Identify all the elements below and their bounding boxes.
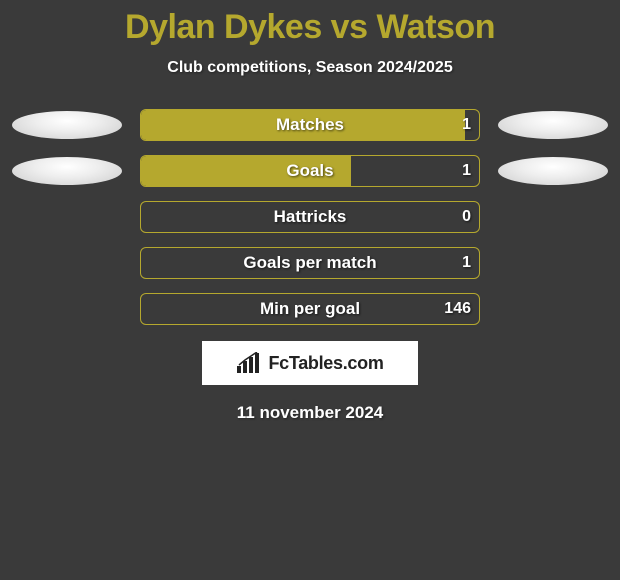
stat-row: Goals per match1 xyxy=(0,247,620,279)
stat-bar: Matches1 xyxy=(140,109,480,141)
stat-label: Matches xyxy=(141,110,479,140)
stats-container: Matches1Goals1Hattricks0Goals per match1… xyxy=(0,109,620,325)
spacer xyxy=(498,203,608,231)
stat-row: Min per goal146 xyxy=(0,293,620,325)
brand-text: FcTables.com xyxy=(268,353,383,374)
stat-label: Goals per match xyxy=(141,248,479,278)
stat-bar: Goals per match1 xyxy=(140,247,480,279)
stat-row: Matches1 xyxy=(0,109,620,141)
spacer xyxy=(498,249,608,277)
spacer xyxy=(12,295,122,323)
spacer xyxy=(498,295,608,323)
spacer xyxy=(12,203,122,231)
stat-right-value: 146 xyxy=(444,294,471,324)
stat-right-value: 1 xyxy=(462,110,471,140)
stat-label: Hattricks xyxy=(141,202,479,232)
stat-row: Hattricks0 xyxy=(0,201,620,233)
stat-bar: Hattricks0 xyxy=(140,201,480,233)
stat-right-value: 0 xyxy=(462,202,471,232)
stat-label: Min per goal xyxy=(141,294,479,324)
player-left-marker xyxy=(12,111,122,139)
stat-right-value: 1 xyxy=(462,248,471,278)
snapshot-date: 11 november 2024 xyxy=(0,403,620,423)
comparison-title: Dylan Dykes vs Watson xyxy=(0,0,620,47)
stat-bar: Min per goal146 xyxy=(140,293,480,325)
comparison-subtitle: Club competitions, Season 2024/2025 xyxy=(0,59,620,77)
stat-right-value: 1 xyxy=(462,156,471,186)
stat-label: Goals xyxy=(141,156,479,186)
stat-row: Goals1 xyxy=(0,155,620,187)
player-right-marker xyxy=(498,111,608,139)
chart-bars-icon xyxy=(236,352,262,374)
player-left-marker xyxy=(12,157,122,185)
spacer xyxy=(12,249,122,277)
brand-badge: FcTables.com xyxy=(202,341,418,385)
player-right-marker xyxy=(498,157,608,185)
stat-bar: Goals1 xyxy=(140,155,480,187)
